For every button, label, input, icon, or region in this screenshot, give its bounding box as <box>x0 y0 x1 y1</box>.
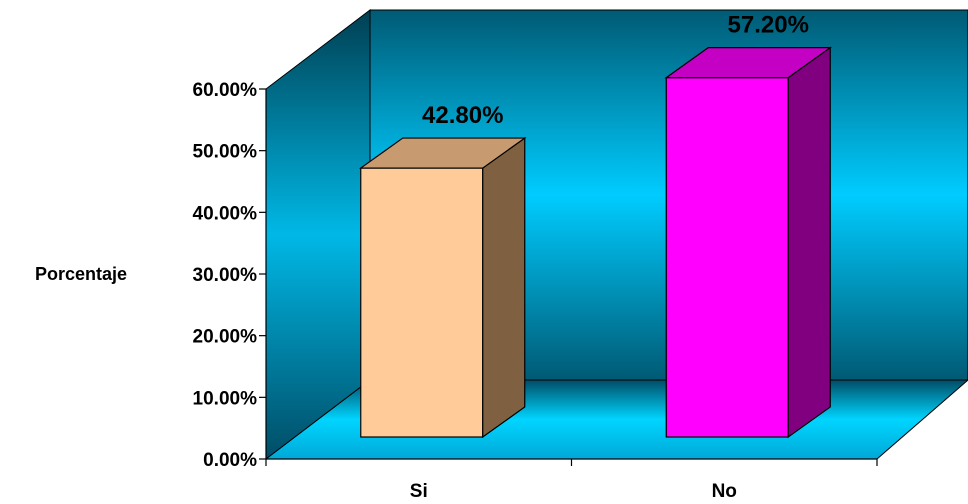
bar-side-face <box>787 46 831 439</box>
data-label: 57.20% <box>728 12 809 39</box>
y-axis-label: Porcentaje <box>35 264 127 284</box>
x-tick-label: No <box>712 481 737 502</box>
bar-front-face <box>665 76 789 438</box>
y-tick-label: 0.00% <box>203 450 257 471</box>
x-tick-label: Si <box>410 481 428 502</box>
bar-no <box>664 46 833 439</box>
bar-si <box>358 136 527 439</box>
bar-side-face <box>482 136 526 439</box>
bar-top-face <box>664 46 833 79</box>
y-tick-label: 60.00% <box>193 80 258 101</box>
y-tick-label: 20.00% <box>193 327 258 348</box>
data-label: 42.80% <box>422 102 503 129</box>
y-tick-label: 30.00% <box>193 265 258 286</box>
bar-front-face <box>360 167 484 438</box>
y-tick-label: 50.00% <box>193 142 258 163</box>
y-tick-label: 10.00% <box>193 388 258 409</box>
bar-top-face <box>358 137 527 169</box>
y-tick-label: 40.00% <box>193 203 258 224</box>
